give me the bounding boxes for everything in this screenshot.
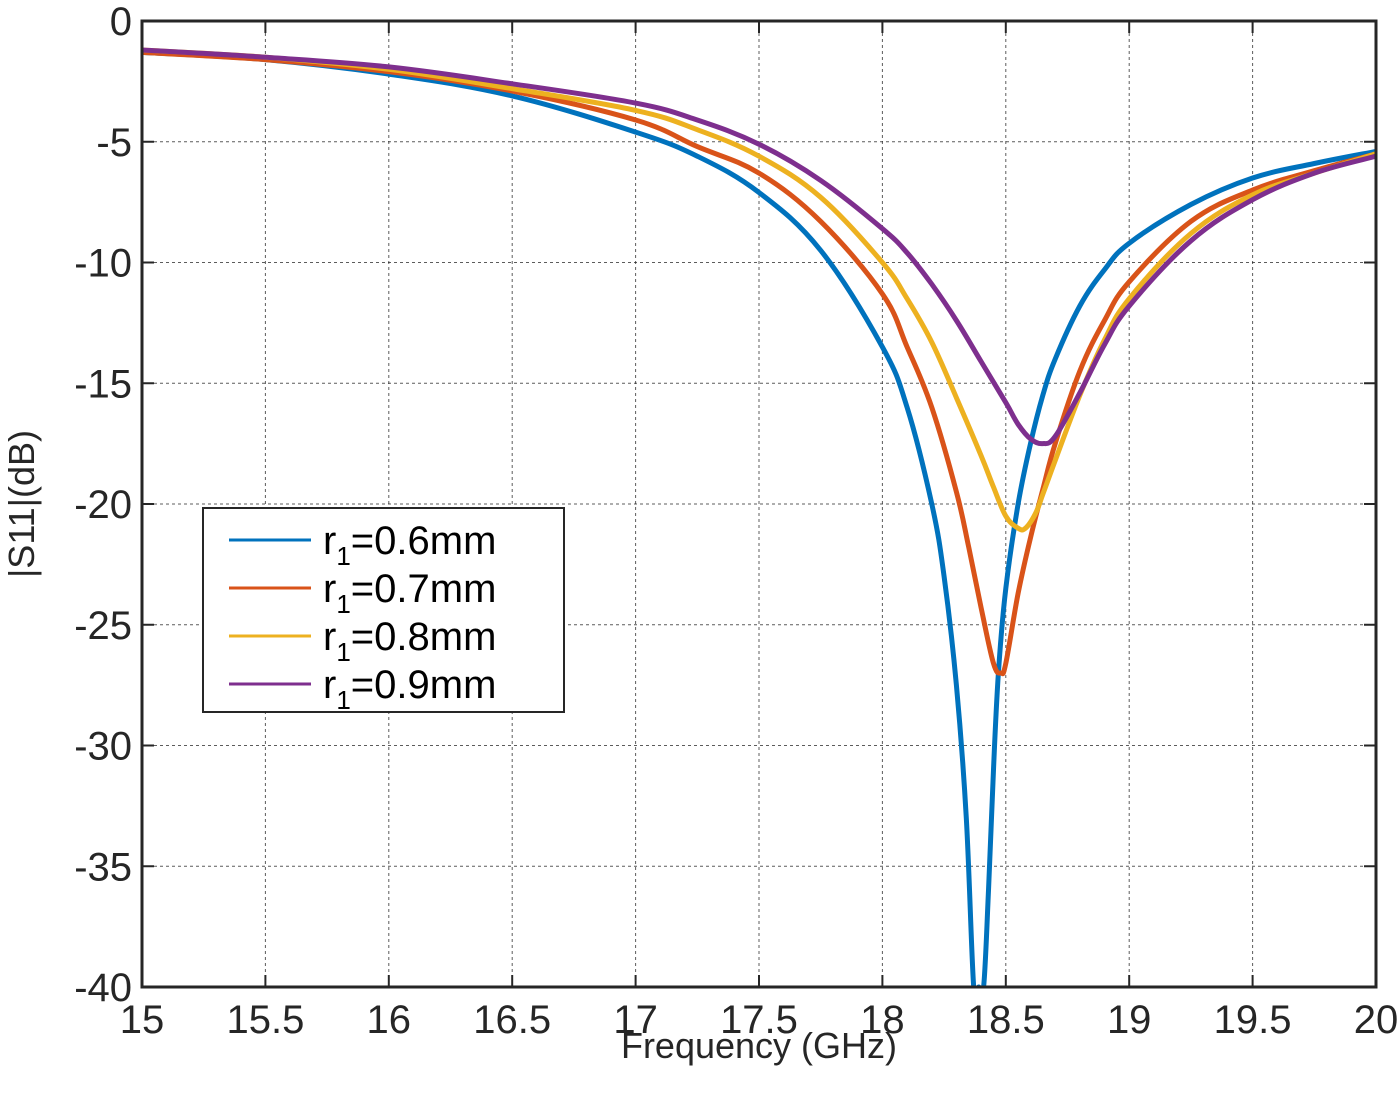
x-tick-label: 19.5	[1214, 998, 1292, 1042]
series-line-1	[142, 49, 1376, 677]
legend-label-suffix: =0.6mm	[351, 519, 497, 563]
x-tick-label: 16.5	[473, 998, 551, 1042]
y-tick-label: -25	[74, 604, 132, 648]
legend-label-name: r	[323, 615, 336, 659]
x-tick-label: 18.5	[967, 998, 1045, 1042]
legend-label: r1=0.9mm	[323, 663, 496, 715]
legend-label-subscript: 1	[336, 637, 350, 667]
legend-label-suffix: =0.9mm	[351, 663, 497, 707]
y-tick-label: -40	[74, 966, 132, 1010]
y-tick-label: -20	[74, 483, 132, 527]
series-line-0	[142, 49, 1376, 987]
legend-label-subscript: 1	[336, 589, 350, 619]
grid	[142, 21, 1376, 987]
x-axis-label: Frequency (GHz)	[621, 1025, 897, 1066]
x-tick-label: 17	[613, 998, 658, 1042]
legend-item[interactable]: r1=0.6mm	[229, 519, 496, 571]
y-tick-label: -5	[96, 121, 132, 165]
legend-box	[202, 507, 565, 713]
plot-series	[142, 47, 1376, 987]
x-tick-label: 17.5	[720, 998, 798, 1042]
y-tick-label: 0	[110, 0, 132, 44]
legend-label-subscript: 1	[336, 685, 350, 715]
legend-label-name: r	[323, 519, 336, 563]
x-tick-label: 16	[367, 998, 412, 1042]
legend-label-name: r	[323, 663, 336, 707]
y-tick-label: -10	[74, 242, 132, 286]
legend-label-suffix: =0.7mm	[351, 567, 497, 611]
y-tick-label: -30	[74, 725, 132, 769]
x-tick-label: 19	[1107, 998, 1152, 1042]
y-tick-label: -35	[74, 845, 132, 889]
x-tick-label: 15	[120, 998, 165, 1042]
x-tick-label: 20	[1354, 998, 1399, 1042]
y-tick-label: -15	[74, 362, 132, 406]
legend-item[interactable]: r1=0.8mm	[229, 615, 496, 667]
series-line-2	[142, 47, 1376, 533]
legend-item[interactable]: r1=0.9mm	[229, 663, 496, 715]
x-tick-label: 18	[860, 998, 905, 1042]
y-axis-label: |S11|(dB)	[1, 430, 42, 578]
legend-label: r1=0.6mm	[323, 519, 496, 571]
x-tick-label: 15.5	[226, 998, 304, 1042]
series-line-3	[142, 47, 1376, 447]
legend-label: r1=0.7mm	[323, 567, 496, 619]
legend-label: r1=0.8mm	[323, 615, 496, 667]
legend-item[interactable]: r1=0.7mm	[229, 567, 496, 619]
legend-label-name: r	[323, 567, 336, 611]
y-axis-ticks: 0 -5 -10 -15 -20 -25 -30 -35 -40	[74, 0, 1376, 1010]
legend-label-subscript: 1	[336, 541, 350, 571]
legend-label-suffix: =0.8mm	[351, 615, 497, 659]
x-axis-ticks: 15 15.5 16 16.5 17 17.5 18 18.5 19 19.5 20	[120, 21, 1399, 1042]
